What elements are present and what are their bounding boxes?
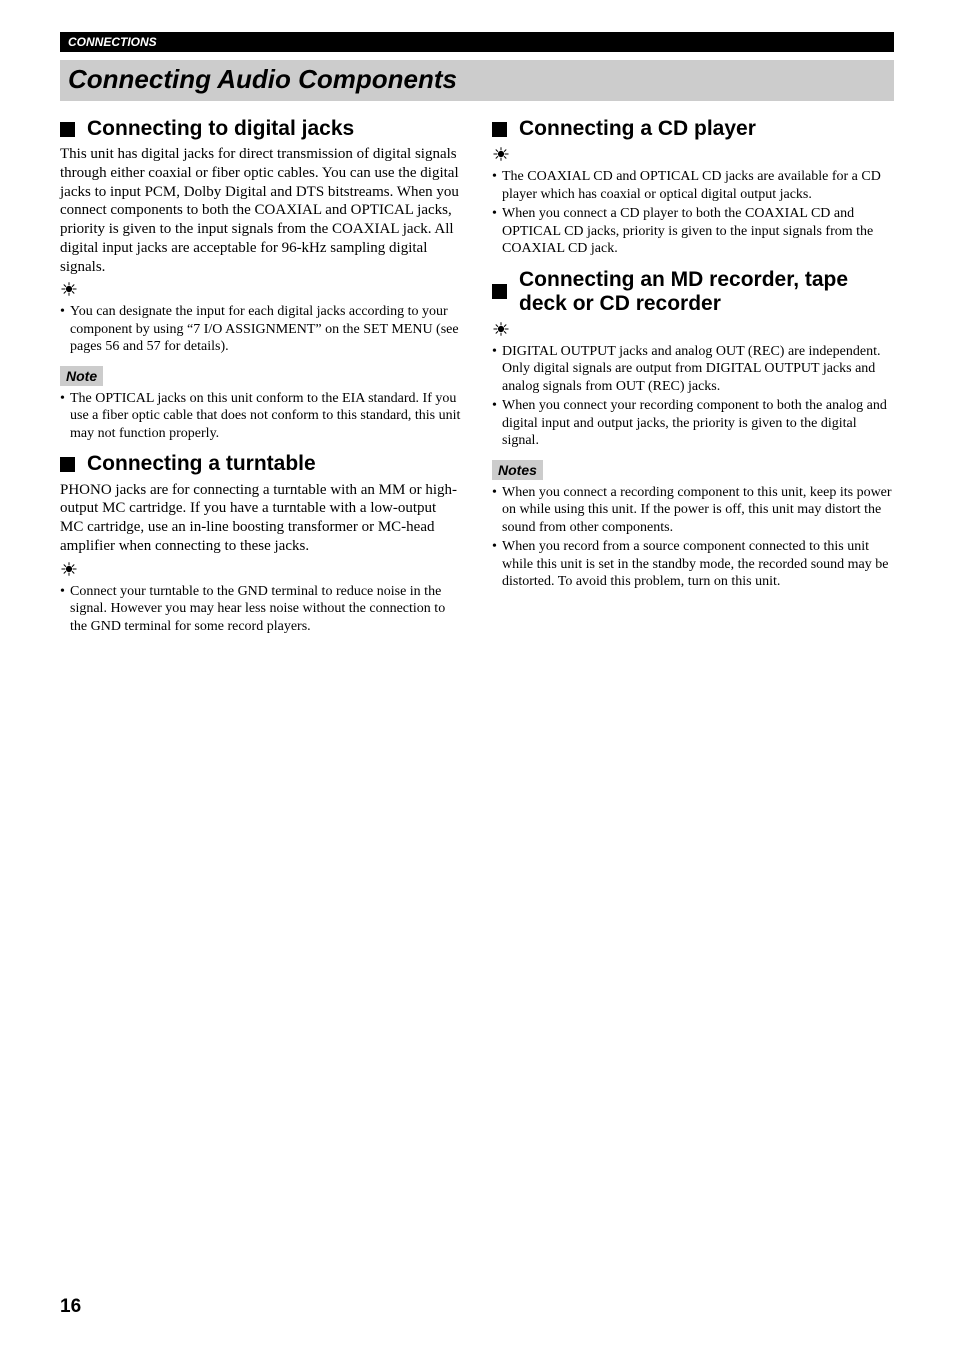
- tips-md-recorder: DIGITAL OUTPUT jacks and analog OUT (REC…: [492, 343, 894, 450]
- breadcrumb: CONNECTIONS: [68, 35, 157, 49]
- notes-digital-jacks: The OPTICAL jacks on this unit conform t…: [60, 390, 462, 443]
- heading-turntable: Connecting a turntable: [87, 452, 316, 476]
- tip-item: Connect your turntable to the GND termin…: [60, 583, 462, 636]
- tip-item: The COAXIAL CD and OPTICAL CD jacks are …: [492, 168, 894, 203]
- body-digital-jacks: This unit has digital jacks for direct t…: [60, 145, 462, 276]
- note-item: The OPTICAL jacks on this unit conform t…: [60, 390, 462, 443]
- header-bar: CONNECTIONS: [60, 32, 894, 52]
- tips-digital-jacks: You can designate the input for each dig…: [60, 303, 462, 356]
- notes-label: Notes: [492, 460, 543, 480]
- heading-digital-jacks: Connecting to digital jacks: [87, 117, 354, 141]
- square-bullet-icon: [60, 457, 75, 472]
- section-heading-cd-player: Connecting a CD player: [492, 117, 894, 141]
- left-column: Connecting to digital jacks This unit ha…: [60, 113, 462, 637]
- section-heading-md-recorder: Connecting an MD recorder, tape deck or …: [492, 268, 894, 316]
- section-heading-digital-jacks: Connecting to digital jacks: [60, 117, 462, 141]
- body-turntable: PHONO jacks are for connecting a turntab…: [60, 481, 462, 556]
- tip-item: When you connect a CD player to both the…: [492, 205, 894, 258]
- note-item: When you record from a source component …: [492, 538, 894, 591]
- right-column: Connecting a CD player The COAXIAL CD an…: [492, 113, 894, 637]
- page-title: Connecting Audio Components: [68, 64, 886, 95]
- section-heading-turntable: Connecting a turntable: [60, 452, 462, 476]
- tip-item: DIGITAL OUTPUT jacks and analog OUT (REC…: [492, 343, 894, 396]
- note-label: Note: [60, 366, 103, 386]
- title-bar: Connecting Audio Components: [60, 60, 894, 101]
- square-bullet-icon: [60, 122, 75, 137]
- tip-item: You can designate the input for each dig…: [60, 303, 462, 356]
- heading-cd-player: Connecting a CD player: [519, 117, 756, 141]
- tip-icon: [492, 147, 894, 166]
- tip-icon: [60, 562, 462, 581]
- square-bullet-icon: [492, 284, 507, 299]
- page-number: 16: [60, 1296, 81, 1318]
- tips-cd-player: The COAXIAL CD and OPTICAL CD jacks are …: [492, 168, 894, 258]
- square-bullet-icon: [492, 122, 507, 137]
- tips-turntable: Connect your turntable to the GND termin…: [60, 583, 462, 636]
- tip-icon: [492, 322, 894, 341]
- notes-md-recorder: When you connect a recording component t…: [492, 484, 894, 591]
- content-columns: Connecting to digital jacks This unit ha…: [60, 113, 894, 637]
- tip-icon: [60, 282, 462, 301]
- tip-item: When you connect your recording componen…: [492, 397, 894, 450]
- note-item: When you connect a recording component t…: [492, 484, 894, 537]
- heading-md-recorder: Connecting an MD recorder, tape deck or …: [519, 268, 894, 316]
